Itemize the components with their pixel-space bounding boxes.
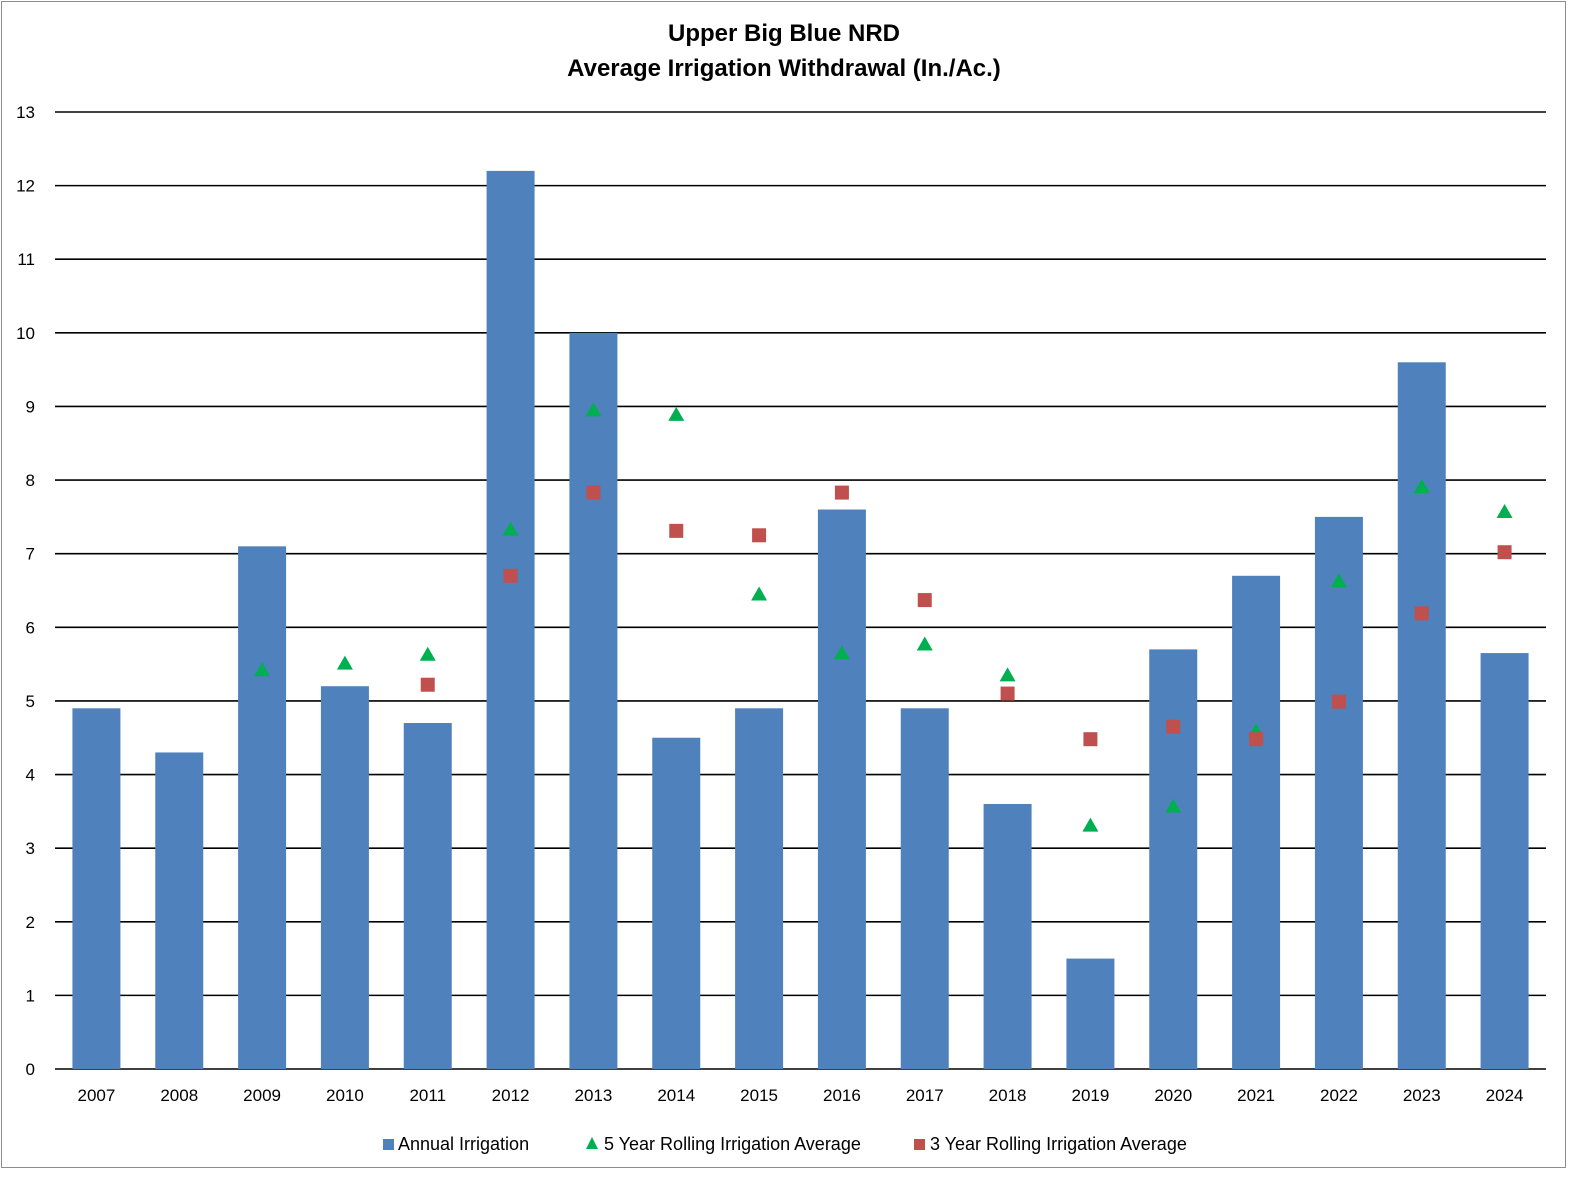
- x-tick-label: 2010: [326, 1086, 364, 1105]
- triangle-marker: [1082, 817, 1099, 832]
- triangle-marker: [751, 586, 768, 601]
- x-tick-label: 2019: [1072, 1086, 1110, 1105]
- square-marker: [1083, 732, 1098, 747]
- y-tick-label: 2: [26, 913, 35, 932]
- y-tick-label: 8: [26, 471, 35, 490]
- x-tick-label: 2023: [1403, 1086, 1441, 1105]
- square-marker: [420, 677, 435, 692]
- y-tick-label: 9: [26, 397, 35, 416]
- square-marker: [834, 485, 849, 500]
- triangle-marker: [833, 645, 850, 660]
- bar: [238, 546, 287, 1069]
- x-tick-label: 2014: [657, 1086, 695, 1105]
- y-tick-label: 7: [26, 545, 35, 564]
- chart-title-block: Upper Big Blue NRD Average Irrigation Wi…: [0, 16, 1568, 86]
- legend: Annual Irrigation 5 Year Rolling Irrigati…: [383, 1134, 1187, 1154]
- bar: [320, 686, 369, 1069]
- square-marker: [669, 523, 684, 538]
- bar: [569, 332, 618, 1069]
- legend-label: 3 Year Rolling Irrigation Average: [930, 1134, 1187, 1154]
- square-marker: [752, 528, 767, 543]
- bar: [900, 708, 949, 1069]
- bar: [1397, 362, 1446, 1069]
- square-marker: [1414, 606, 1429, 621]
- y-tick-label: 10: [16, 324, 35, 343]
- x-tick-label: 2024: [1486, 1086, 1524, 1105]
- bar-series: [72, 170, 1529, 1069]
- legend-marker-triangle: [586, 1137, 598, 1149]
- legend-marker-square: [914, 1139, 925, 1150]
- bar: [72, 708, 121, 1069]
- x-tick-label: 2008: [160, 1086, 198, 1105]
- square-marker: [1497, 545, 1512, 560]
- x-tick-label: 2007: [78, 1086, 116, 1105]
- y-tick-label: 6: [26, 618, 35, 637]
- square-marker: [1000, 686, 1015, 701]
- bar: [1232, 575, 1281, 1069]
- triangle-marker: [1413, 478, 1430, 493]
- triangle-marker: [419, 646, 436, 661]
- triangle-marker: [502, 521, 519, 536]
- y-tick-label: 1: [26, 986, 35, 1005]
- x-tick-label: 2013: [575, 1086, 613, 1105]
- bar: [403, 723, 452, 1069]
- bar: [486, 170, 535, 1069]
- x-tick-label: 2015: [740, 1086, 778, 1105]
- triangle-marker: [1165, 798, 1182, 813]
- bar: [1314, 516, 1363, 1069]
- triangle-marker: [1330, 573, 1347, 588]
- triangle-marker: [254, 662, 271, 677]
- triangle-marker: [916, 636, 933, 651]
- legend-label: Annual Irrigation: [398, 1134, 529, 1154]
- y-tick-label: 5: [26, 692, 35, 711]
- x-tick-label: 2009: [243, 1086, 281, 1105]
- y-tick-label: 0: [26, 1060, 35, 1079]
- bar: [983, 803, 1032, 1069]
- bar: [1480, 653, 1529, 1069]
- bar: [652, 737, 701, 1069]
- chart-subtitle: Average Irrigation Withdrawal (In./Ac.): [567, 55, 1001, 82]
- x-tick-label: 2016: [823, 1086, 861, 1105]
- legend-marker-square: [383, 1139, 394, 1150]
- triangle-marker: [585, 402, 602, 417]
- triangle-marker: [668, 406, 685, 421]
- square-marker: [503, 568, 518, 583]
- y-tick-label: 3: [26, 839, 35, 858]
- square-marker: [1331, 694, 1346, 709]
- x-tick-label: 2017: [906, 1086, 944, 1105]
- square-marker: [1166, 719, 1181, 734]
- x-tick-label: 2012: [492, 1086, 530, 1105]
- bar: [817, 509, 866, 1069]
- triangle-marker: [999, 667, 1016, 682]
- bar: [1066, 958, 1115, 1069]
- square-marker: [586, 485, 601, 500]
- x-tick-label: 2011: [409, 1086, 446, 1105]
- square-marker: [917, 593, 932, 608]
- y-tick-label: 12: [16, 177, 35, 196]
- y-tick-label: 4: [26, 766, 35, 785]
- marker-series: [254, 402, 1513, 832]
- bar: [1149, 649, 1198, 1069]
- y-tick-label: 13: [16, 103, 35, 122]
- gridlines: [55, 111, 1546, 1070]
- y-tick-label: 11: [17, 250, 35, 269]
- x-tick-label: 2021: [1237, 1086, 1275, 1105]
- legend-label: 5 Year Rolling Irrigation Average: [604, 1134, 861, 1154]
- x-tick-label: 2020: [1154, 1086, 1192, 1105]
- x-tick-label: 2018: [989, 1086, 1027, 1105]
- triangle-marker: [336, 655, 353, 670]
- chart-title: Upper Big Blue NRD: [667, 20, 900, 47]
- bar: [155, 752, 204, 1069]
- x-axis-ticks: 2007 2008 2009 2010 2011 2012 2013 2014 2015 2016…: [78, 1086, 1524, 1105]
- square-marker: [1249, 732, 1264, 747]
- triangle-marker: [1496, 503, 1513, 518]
- x-tick-label: 2022: [1320, 1086, 1358, 1105]
- bar: [735, 708, 784, 1069]
